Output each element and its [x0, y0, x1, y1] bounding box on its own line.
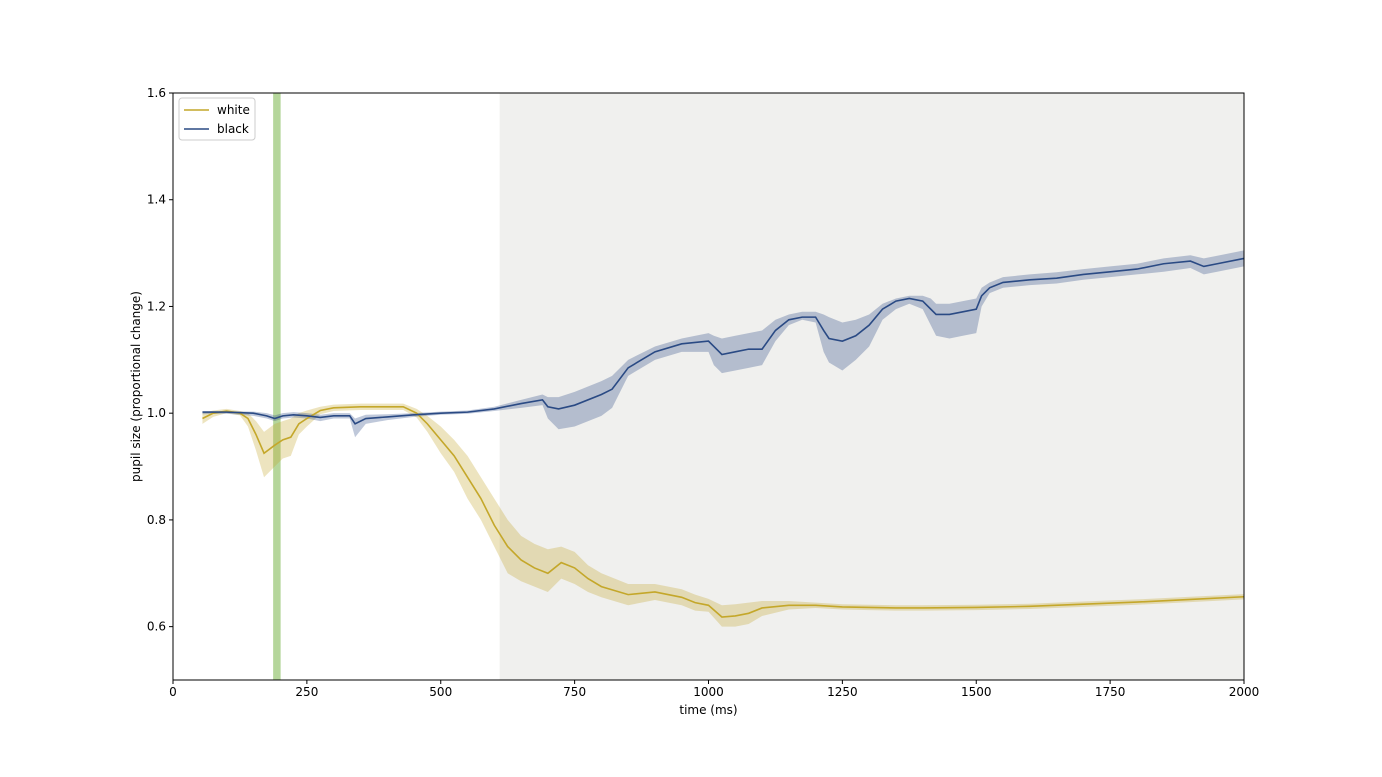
y-tick-label: 0.8	[147, 513, 166, 527]
white-confidence-band	[202, 403, 1244, 627]
window-region	[499, 93, 1244, 680]
x-tick-label: 1750	[1095, 685, 1126, 699]
series-lines	[202, 257, 1245, 618]
y-axis: 0.6 0.8 1.0 1.2 1.4 1.6	[147, 86, 173, 634]
x-tick-label: 1000	[693, 685, 724, 699]
x-tick-label: 1250	[827, 685, 858, 699]
legend-label-white: white	[217, 103, 250, 117]
y-tick-label: 1.4	[147, 193, 166, 207]
black-series-line	[202, 257, 1245, 425]
marker-region	[273, 93, 281, 680]
y-axis-label: pupil size (proportional change)	[129, 291, 143, 482]
shaded-regions	[273, 93, 1244, 680]
y-tick-label: 1.6	[147, 86, 166, 100]
x-axis-label: time (ms)	[679, 703, 737, 717]
x-tick-label: 250	[295, 685, 318, 699]
x-tick-label: 1500	[961, 685, 992, 699]
white-series-line	[202, 405, 1245, 618]
x-axis: 0 250 500 750 1000 1250 1500 1750 2000	[169, 680, 1259, 699]
confidence-bands	[202, 250, 1244, 627]
black-confidence-band	[202, 250, 1244, 438]
x-tick-label: 750	[563, 685, 586, 699]
y-tick-label: 1.0	[147, 406, 166, 420]
legend-label-black: black	[217, 122, 249, 136]
y-tick-label: 1.2	[147, 299, 166, 313]
legend: white black	[178, 97, 256, 141]
x-tick-label: 2000	[1229, 685, 1260, 699]
y-tick-label: 0.6	[147, 620, 166, 634]
x-tick-label: 500	[429, 685, 452, 699]
x-tick-label: 0	[169, 685, 177, 699]
